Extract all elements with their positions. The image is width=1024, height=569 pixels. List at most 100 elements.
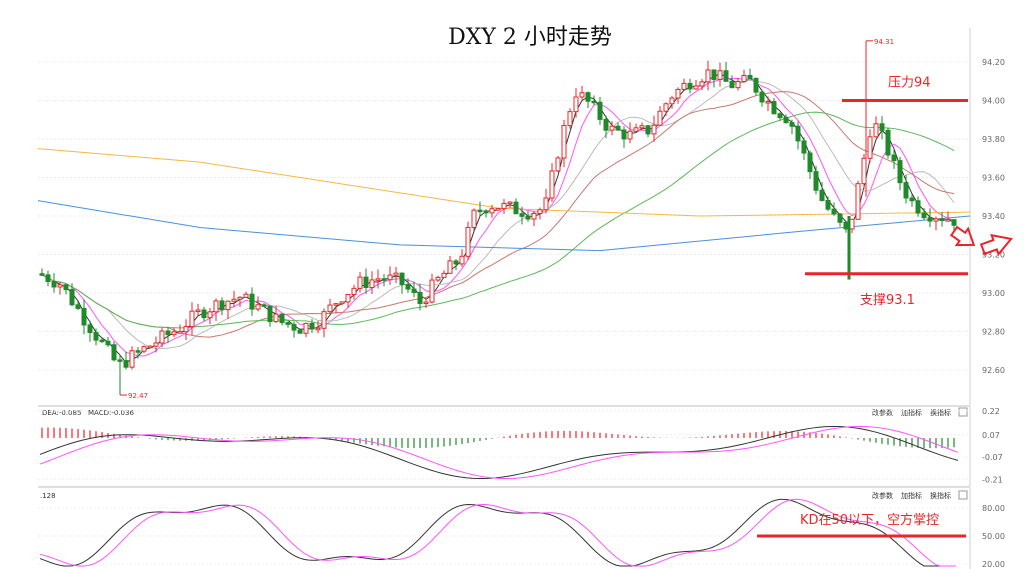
arrow-down-right-icon (949, 225, 976, 247)
candle-up (537, 209, 543, 215)
candle-down (927, 217, 933, 222)
y-tick-label: 93.60 (982, 174, 1005, 183)
candle-down (39, 273, 45, 276)
candle-down (723, 70, 729, 82)
y-tick-label: 93.00 (982, 289, 1005, 298)
candle-up (315, 327, 321, 331)
candle-up (699, 81, 705, 87)
y-tick-label: 93.80 (982, 135, 1005, 144)
candle-up (357, 276, 363, 289)
panel-button[interactable]: 加指标 (901, 408, 922, 417)
panel-button[interactable]: 换指标 (930, 491, 951, 500)
candle-up (735, 81, 741, 89)
candle-up (177, 331, 183, 334)
kd-panel: .128 改参数 加指标 换指标 80.00 50.00 20.00 KD在50以下，空… (38, 488, 1005, 569)
candle-up (429, 279, 435, 303)
candle-up (207, 311, 213, 319)
candle-down (309, 322, 315, 330)
kd-header: .128 (40, 492, 56, 500)
candle-up (441, 272, 447, 278)
kd-tick-label: 80.00 (982, 504, 1005, 513)
candle-up (333, 303, 339, 306)
candle-down (63, 284, 69, 291)
candle-down (801, 140, 807, 154)
kd-k-line (39, 498, 956, 567)
candle-up (225, 300, 231, 311)
candle-down (621, 129, 627, 140)
macd-tick-label: 0.07 (982, 431, 1000, 440)
candle-up (657, 110, 663, 126)
candle-down (453, 260, 459, 265)
candle-up (459, 255, 465, 265)
candle-down (69, 289, 75, 306)
candle-up (945, 219, 951, 222)
candle-down (363, 276, 369, 288)
chart-title: DXY 2 小时走势 (448, 25, 612, 50)
candle-up (471, 209, 477, 228)
candle-up (345, 293, 351, 303)
candle-up (741, 74, 747, 83)
candle-down (891, 154, 897, 162)
candle-up (549, 170, 555, 199)
candle-down (381, 278, 387, 281)
candle-down (783, 117, 789, 124)
candle-down (135, 350, 141, 353)
candle-down (813, 171, 819, 191)
candle-up (243, 293, 249, 298)
y-tick-label: 93.40 (982, 212, 1005, 221)
panel-button[interactable]: 换指标 (930, 408, 951, 417)
candle-up (273, 313, 279, 323)
candle-down (807, 152, 813, 173)
direction-arrows (949, 225, 1013, 257)
macd-tick-label: -0.21 (982, 476, 1003, 485)
candle-down (105, 340, 111, 346)
candle-up (375, 278, 381, 281)
candle-up (681, 82, 687, 90)
candle-up (579, 92, 585, 98)
candle-down (879, 123, 885, 131)
candle-up (189, 310, 195, 328)
kd-annotation-label: KD在50以下，空方掌控 (800, 512, 939, 528)
candle-up (609, 125, 615, 131)
candle-up (423, 301, 429, 305)
candle-up (555, 157, 561, 172)
candle-down (249, 293, 255, 310)
panel-button[interactable]: 改参数 (872, 408, 893, 417)
panel-button[interactable]: 加指标 (901, 491, 922, 500)
candle-up (849, 218, 855, 230)
candle-down (885, 129, 891, 156)
candle-down (513, 201, 519, 215)
candle-up (147, 345, 153, 349)
candle-up (651, 124, 657, 135)
candle-down (603, 118, 609, 131)
candle-down (297, 329, 303, 334)
support-label: 支撑93.1 (860, 293, 915, 308)
candle-down (729, 80, 735, 89)
y-tick-label: 92.80 (982, 328, 1005, 337)
candle-down (819, 189, 825, 201)
candle-up (693, 85, 699, 90)
y-tick-label: 94.20 (982, 58, 1005, 67)
candle-up (435, 276, 441, 281)
candle-down (711, 69, 717, 80)
candle-up (387, 274, 393, 281)
candle-down (111, 344, 117, 361)
candle-up (129, 350, 135, 368)
candle-down (81, 307, 87, 326)
candle-up (327, 304, 333, 313)
macd-tick-label: -0.07 (982, 453, 1003, 462)
panel-button[interactable]: 改参数 (872, 491, 893, 500)
candle-down (51, 281, 57, 288)
candle-up (465, 226, 471, 257)
candle-down (615, 125, 621, 131)
candle-down (585, 92, 591, 102)
macd-macd-label: MACD:-0.036 (88, 409, 134, 417)
candle-up (765, 101, 771, 104)
candle-down (75, 304, 81, 309)
kd-tick-label: 20.00 (982, 560, 1005, 569)
candle-up (393, 272, 399, 276)
candle-down (843, 221, 849, 230)
candle-down (951, 219, 957, 226)
candle-down (45, 274, 51, 283)
y-tick-label: 94.00 (982, 97, 1005, 106)
